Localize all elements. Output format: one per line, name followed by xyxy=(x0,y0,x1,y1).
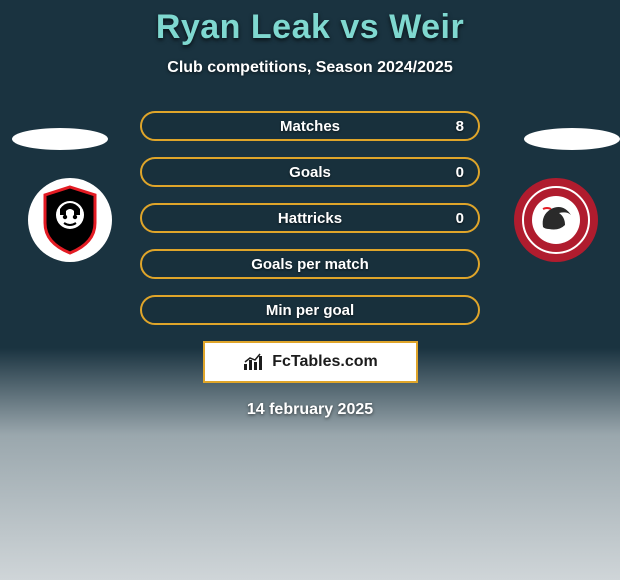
salford-crest-icon xyxy=(40,185,100,255)
stat-row: Hattricks 0 xyxy=(140,203,480,233)
stat-row: Min per goal xyxy=(140,295,480,325)
club-badge-left xyxy=(28,178,112,262)
subtitle: Club competitions, Season 2024/2025 xyxy=(0,59,620,77)
stat-label: Matches xyxy=(280,118,340,135)
stat-label: Min per goal xyxy=(266,302,354,319)
brand-text: FcTables.com xyxy=(272,353,378,371)
date-label: 14 february 2025 xyxy=(0,401,620,419)
brand-box[interactable]: FcTables.com xyxy=(203,341,418,383)
stat-right-value: 0 xyxy=(456,164,464,181)
player-photo-right xyxy=(524,128,620,150)
stat-row: Goals 0 xyxy=(140,157,480,187)
player-photo-left xyxy=(12,128,108,150)
stat-right-value: 8 xyxy=(456,118,464,135)
chart-icon xyxy=(242,352,266,372)
comparison-card: Ryan Leak vs Weir Club competitions, Sea… xyxy=(0,0,620,580)
page-title: Ryan Leak vs Weir xyxy=(0,8,620,47)
stat-right-value: 0 xyxy=(456,210,464,227)
stat-row: Matches 8 xyxy=(140,111,480,141)
stat-row: Goals per match xyxy=(140,249,480,279)
walsall-crest-icon xyxy=(521,185,591,255)
stat-label: Goals xyxy=(289,164,331,181)
stat-label: Hattricks xyxy=(278,210,342,227)
club-badge-right xyxy=(514,178,598,262)
stat-label: Goals per match xyxy=(251,256,369,273)
